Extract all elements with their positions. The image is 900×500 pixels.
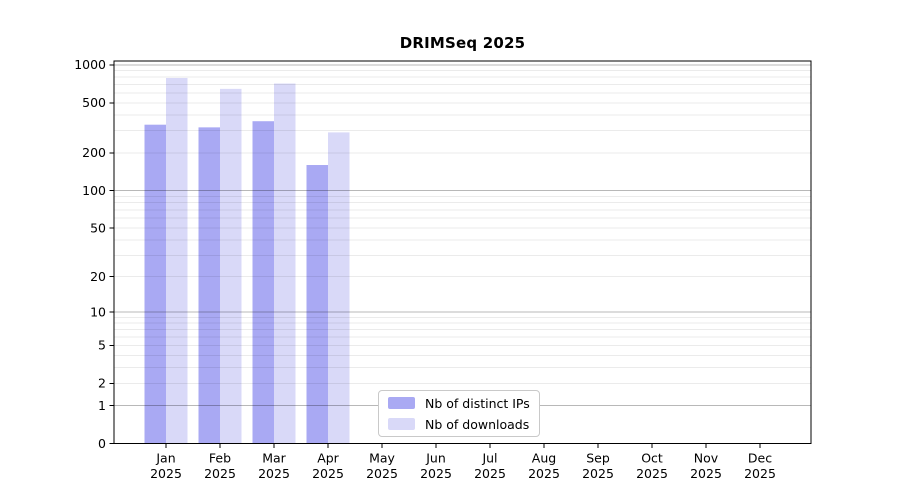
x-tick-label-year-aug: 2025 [528, 466, 560, 481]
legend-item-distinct-ips: Nb of distinct IPs [388, 394, 530, 412]
legend: Nb of distinct IPs Nb of downloads [378, 390, 540, 437]
x-tick-label-month-feb: Feb [209, 451, 231, 466]
y-tick-label-20: 20 [90, 269, 106, 284]
y-tick-label-5: 5 [98, 338, 106, 353]
x-tick-label-year-mar: 2025 [258, 466, 290, 481]
x-tick-label-month-apr: Apr [317, 451, 339, 466]
x-tick-label-year-jan: 2025 [150, 466, 182, 481]
bar-distinct-ips-apr [306, 165, 328, 444]
x-tick-label-month-dec: Dec [748, 451, 772, 466]
y-tick-label-1: 1 [98, 398, 106, 413]
plot-frame [113, 60, 812, 444]
x-tick-label-year-jun: 2025 [420, 466, 452, 481]
y-tick-label-50: 50 [90, 220, 106, 235]
x-tick-label-year-dec: 2025 [744, 466, 776, 481]
y-tick-label-0: 0 [98, 436, 106, 451]
y-tick-label-200: 200 [82, 145, 106, 160]
bar-downloads-jan [166, 77, 188, 444]
legend-label-distinct-ips: Nb of distinct IPs [425, 395, 530, 411]
x-tick-label-year-feb: 2025 [204, 466, 236, 481]
x-tick-label-month-mar: Mar [262, 451, 286, 466]
y-tick-label-100: 100 [82, 183, 106, 198]
bar-downloads-apr [328, 132, 350, 444]
y-tick-label-500: 500 [82, 95, 106, 110]
y-tick-label-10: 10 [90, 304, 106, 319]
y-tick-label-1000: 1000 [74, 57, 106, 72]
y-tick-label-2: 2 [98, 376, 106, 391]
legend-swatch-distinct-ips-icon [388, 397, 415, 409]
x-tick-label-month-jan: Jan [155, 451, 175, 466]
legend-item-downloads: Nb of downloads [388, 415, 530, 433]
bar-distinct-ips-jan [144, 124, 166, 444]
x-tick-label-month-sep: Sep [586, 451, 610, 466]
x-tick-label-year-apr: 2025 [312, 466, 344, 481]
bar-distinct-ips-mar [252, 121, 274, 444]
x-tick-label-year-oct: 2025 [636, 466, 668, 481]
x-tick-label-year-jul: 2025 [474, 466, 506, 481]
bar-downloads-mar [274, 83, 296, 444]
bar-distinct-ips-feb [198, 127, 220, 444]
x-tick-label-year-sep: 2025 [582, 466, 614, 481]
legend-swatch-downloads-icon [388, 418, 415, 430]
bar-downloads-feb [220, 88, 242, 444]
x-tick-label-month-aug: Aug [532, 451, 556, 466]
x-tick-label-year-may: 2025 [366, 466, 398, 481]
x-tick-label-month-nov: Nov [694, 451, 719, 466]
chart-title: DRIMSeq 2025 [399, 34, 526, 52]
legend-label-downloads: Nb of downloads [425, 416, 530, 432]
x-tick-label-month-jun: Jun [425, 451, 446, 466]
x-tick-label-month-may: May [369, 451, 395, 466]
x-tick-label-month-jul: Jul [481, 451, 497, 466]
x-tick-label-year-nov: 2025 [690, 466, 722, 481]
x-tick-label-month-oct: Oct [641, 451, 663, 466]
